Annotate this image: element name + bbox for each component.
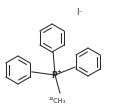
Text: I⁻: I⁻	[77, 8, 83, 17]
Text: +: +	[56, 69, 61, 73]
Text: P: P	[51, 70, 57, 80]
Text: ¹³CH₃: ¹³CH₃	[48, 98, 66, 104]
